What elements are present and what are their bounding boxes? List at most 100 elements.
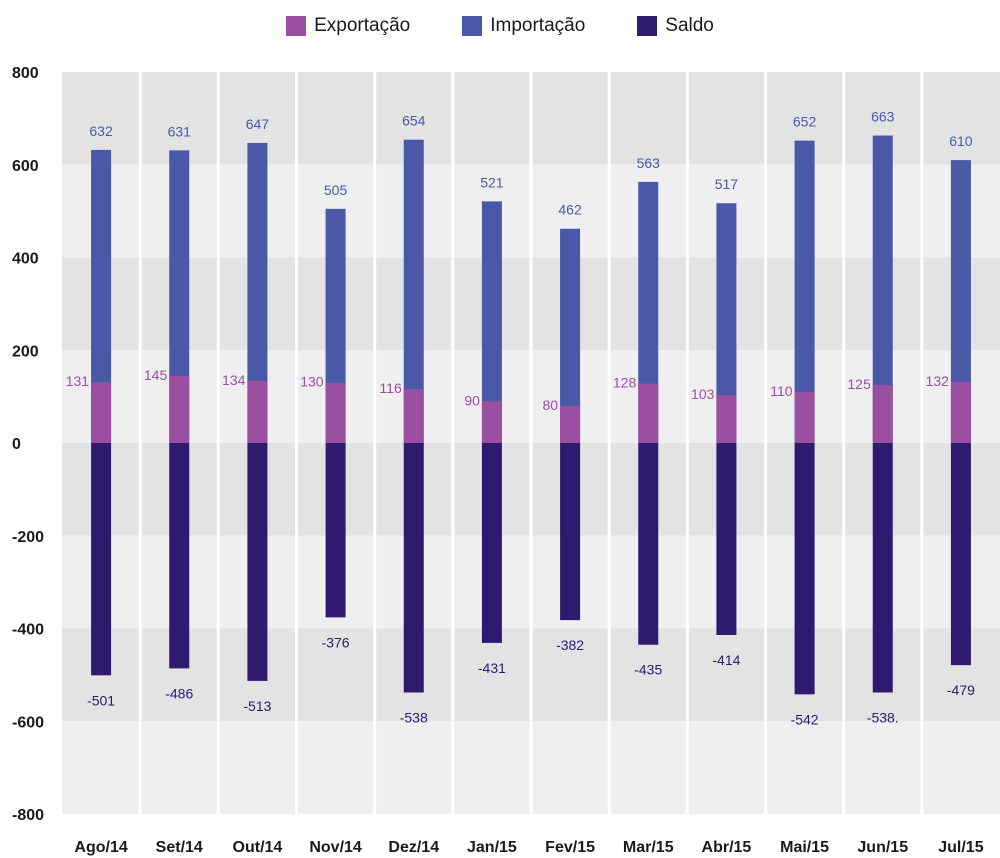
bar-exportacao [716, 395, 737, 443]
data-label-exportacao: 90 [464, 392, 480, 408]
data-label-exportacao: 134 [222, 372, 246, 388]
data-label-exportacao: 103 [691, 386, 715, 402]
data-label-importacao: 632 [89, 123, 113, 139]
data-label-importacao: 652 [793, 114, 817, 130]
bar-exportacao [247, 380, 268, 443]
y-tick-label: 400 [12, 251, 39, 268]
legend-item-importacao: Importação [462, 15, 585, 37]
bar-importacao [91, 149, 112, 443]
data-label-saldo: -542 [791, 711, 819, 727]
bar-saldo [872, 443, 893, 693]
bar-exportacao [872, 385, 893, 443]
data-label-importacao: 654 [402, 113, 426, 129]
bar-saldo [325, 443, 346, 618]
bar-saldo [638, 443, 659, 645]
data-label-saldo: -376 [322, 634, 350, 650]
bar-saldo [794, 443, 815, 695]
data-label-exportacao: 116 [379, 380, 402, 396]
bar-importacao [794, 140, 815, 443]
legend-label-exportacao: Exportação [314, 15, 411, 36]
bar-importacao [716, 203, 737, 443]
data-label-exportacao: 145 [144, 367, 168, 383]
bar-saldo [950, 443, 971, 666]
data-label-saldo: -538. [867, 709, 899, 725]
data-label-exportacao: 110 [770, 383, 793, 399]
bar-exportacao [169, 375, 190, 443]
data-label-exportacao: 132 [926, 373, 950, 389]
data-label-importacao: 462 [558, 202, 582, 218]
x-tick-label: Nov/14 [309, 839, 362, 856]
bar-exportacao [950, 381, 971, 443]
bar-importacao [872, 135, 893, 443]
bar-saldo [560, 443, 581, 621]
bar-exportacao [638, 383, 659, 443]
data-label-saldo: -431 [478, 660, 506, 676]
bar-importacao [247, 142, 268, 444]
bar-saldo [716, 443, 737, 635]
x-tick-label: Ago/14 [74, 839, 127, 856]
legend-label-saldo: Saldo [665, 15, 714, 36]
bar-saldo [169, 443, 190, 669]
x-tick-label: Mai/15 [780, 839, 829, 856]
x-tick-label: Mar/15 [623, 839, 674, 856]
x-tick-label: Dez/14 [388, 839, 439, 856]
y-tick-label: 800 [12, 65, 39, 82]
legend-swatch-saldo [637, 16, 658, 36]
data-label-saldo: -382 [556, 637, 584, 653]
data-label-importacao: 505 [324, 182, 348, 198]
bar-importacao [638, 181, 659, 443]
legend-swatch-importacao [462, 16, 483, 36]
bar-exportacao [560, 405, 581, 443]
data-label-exportacao: 125 [847, 376, 871, 392]
bar-exportacao [794, 391, 815, 443]
y-tick-label: 600 [12, 158, 39, 175]
data-label-saldo: -486 [165, 685, 193, 701]
x-tick-label: Jan/15 [467, 839, 517, 856]
data-label-saldo: -501 [87, 692, 115, 708]
bar-exportacao [403, 389, 424, 443]
y-tick-label: -200 [12, 529, 44, 546]
data-label-exportacao: 131 [66, 373, 90, 389]
bar-importacao [950, 160, 971, 444]
x-tick-label: Abr/15 [702, 839, 752, 856]
bar-importacao [403, 139, 424, 443]
x-tick-label: Jun/15 [857, 839, 908, 856]
data-label-importacao: 663 [871, 109, 895, 125]
data-label-saldo: -479 [947, 682, 975, 698]
data-label-saldo: -414 [712, 652, 740, 668]
y-tick-label: 200 [12, 343, 39, 360]
bar-importacao [481, 201, 502, 443]
x-tick-label: Jul/15 [938, 839, 983, 856]
data-label-importacao: 647 [246, 116, 270, 132]
data-label-saldo: -513 [243, 698, 271, 714]
x-tick-label: Fev/15 [545, 839, 595, 856]
data-label-importacao: 521 [480, 174, 504, 190]
legend: Exportação Importação Saldo [0, 8, 1000, 44]
bar-saldo [91, 443, 112, 676]
y-tick-label: -600 [12, 714, 44, 731]
bar-importacao [560, 228, 581, 443]
data-label-saldo: -435 [634, 662, 662, 678]
bar-exportacao [481, 401, 502, 443]
legend-item-saldo: Saldo [637, 15, 714, 37]
legend-item-exportacao: Exportação [286, 15, 410, 37]
y-tick-label: -800 [12, 807, 44, 824]
data-label-exportacao: 130 [300, 374, 324, 390]
bar-exportacao [91, 382, 112, 443]
bar-saldo [247, 443, 268, 681]
bar-exportacao [325, 382, 346, 443]
data-label-importacao: 610 [949, 133, 973, 149]
legend-swatch-exportacao [286, 16, 307, 36]
data-label-exportacao: 128 [613, 375, 637, 391]
legend-label-importacao: Importação [490, 15, 586, 36]
data-label-importacao: 631 [168, 123, 192, 139]
data-label-saldo: -538 [400, 709, 428, 725]
y-tick-label: -400 [12, 622, 44, 639]
data-label-importacao: 517 [715, 176, 739, 192]
bar-importacao [169, 150, 190, 443]
data-label-importacao: 563 [637, 155, 661, 171]
x-tick-label: Set/14 [156, 839, 203, 856]
y-tick-label: 0 [12, 436, 21, 453]
bar-saldo [481, 443, 502, 643]
